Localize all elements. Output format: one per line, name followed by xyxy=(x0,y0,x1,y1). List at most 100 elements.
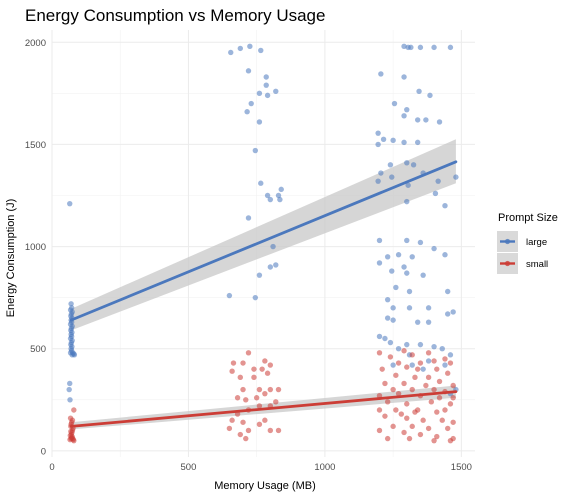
x-axis-title: Memory Usage (MB) xyxy=(214,480,315,492)
data-point-small xyxy=(409,423,415,430)
data-point-small xyxy=(409,386,415,393)
y-tick-label: 2000 xyxy=(25,38,46,49)
y-tick-label: 1500 xyxy=(25,140,46,151)
data-point-small xyxy=(436,395,443,401)
data-point-large xyxy=(245,215,252,221)
data-point-small xyxy=(404,415,410,421)
data-point-small xyxy=(262,358,268,364)
data-point-small xyxy=(245,427,252,434)
data-point-large xyxy=(71,352,78,358)
data-point-small xyxy=(376,350,383,356)
data-point-small xyxy=(262,390,268,397)
data-point-large xyxy=(226,292,233,299)
data-point-small xyxy=(450,419,456,425)
data-point-small xyxy=(447,437,454,444)
data-point-large xyxy=(404,237,410,244)
data-point-large xyxy=(68,301,74,307)
data-point-large xyxy=(404,198,410,205)
data-point-large xyxy=(245,68,252,74)
data-point-small xyxy=(240,360,246,366)
data-point-small xyxy=(431,386,437,393)
x-tick-label: 500 xyxy=(181,462,197,473)
data-point-large xyxy=(389,174,395,180)
data-point-small xyxy=(406,435,413,442)
data-point-large xyxy=(450,309,456,315)
confidence-band-large xyxy=(71,139,456,331)
data-point-small xyxy=(423,382,429,389)
data-point-large xyxy=(453,174,459,180)
data-point-small xyxy=(267,362,274,368)
data-point-large xyxy=(406,305,413,311)
data-point-large xyxy=(414,117,421,123)
data-point-small xyxy=(442,356,448,362)
data-point-small xyxy=(240,419,246,425)
x-tick-label: 0 xyxy=(49,462,54,473)
data-point-small xyxy=(425,350,432,356)
data-point-small xyxy=(71,407,77,413)
data-point-small xyxy=(398,411,405,417)
data-point-large xyxy=(442,362,448,368)
data-point-small xyxy=(390,386,396,393)
data-point-small xyxy=(234,395,241,401)
data-point-small xyxy=(390,423,396,430)
data-point-large xyxy=(401,43,407,50)
data-point-large xyxy=(390,305,396,311)
data-point-small xyxy=(226,425,233,432)
data-point-large xyxy=(264,192,271,199)
data-point-small xyxy=(404,364,410,370)
data-point-large xyxy=(401,113,407,119)
data-point-large xyxy=(278,186,284,193)
data-point-large xyxy=(435,178,441,184)
legend-dot-large xyxy=(504,238,511,245)
data-point-small xyxy=(431,437,437,444)
data-point-large xyxy=(406,288,413,295)
data-point-large xyxy=(237,45,244,52)
data-point-small xyxy=(401,380,407,387)
data-point-large xyxy=(420,366,426,372)
data-point-large xyxy=(431,245,437,252)
data-point-large xyxy=(442,252,448,258)
data-point-large xyxy=(401,264,407,270)
trend-line-large xyxy=(69,160,458,322)
data-point-large xyxy=(66,386,72,393)
data-point-large xyxy=(442,203,448,209)
data-point-large xyxy=(67,200,73,207)
data-point-large xyxy=(439,346,445,352)
data-point-large xyxy=(270,243,276,250)
data-point-small xyxy=(395,360,402,366)
data-point-large xyxy=(378,170,384,176)
legend: Prompt Size large small xyxy=(497,212,558,274)
x-axis-ticks: 0 500 1000 1500 xyxy=(49,462,472,473)
data-point-small xyxy=(379,366,385,372)
data-point-large xyxy=(380,136,387,143)
data-point-small xyxy=(417,360,424,366)
data-point-small xyxy=(253,395,260,401)
data-point-large xyxy=(436,119,443,125)
data-point-large xyxy=(390,317,396,323)
data-point-large xyxy=(432,190,439,197)
data-point-large xyxy=(267,264,274,270)
data-point-small xyxy=(401,348,407,354)
data-point-small xyxy=(450,395,456,401)
x-tick-label: 1000 xyxy=(314,462,335,473)
data-point-small xyxy=(245,350,252,356)
data-point-small xyxy=(230,360,237,366)
data-point-small xyxy=(445,370,451,376)
data-point-large xyxy=(417,341,424,348)
data-point-large xyxy=(404,341,410,348)
data-point-large xyxy=(252,294,259,301)
y-axis-title: Energy Consumption (J) xyxy=(5,199,17,318)
confidence-bands xyxy=(71,139,456,430)
data-point-small xyxy=(376,407,383,413)
data-point-small xyxy=(382,380,388,387)
data-point-small xyxy=(273,399,279,405)
data-point-small xyxy=(67,432,73,439)
data-point-large xyxy=(375,130,381,136)
data-point-small xyxy=(264,370,271,376)
data-point-small xyxy=(237,431,244,438)
data-point-small xyxy=(439,417,445,423)
data-point-small xyxy=(229,417,235,423)
data-point-small xyxy=(442,407,448,413)
trend-line-small xyxy=(69,390,458,428)
